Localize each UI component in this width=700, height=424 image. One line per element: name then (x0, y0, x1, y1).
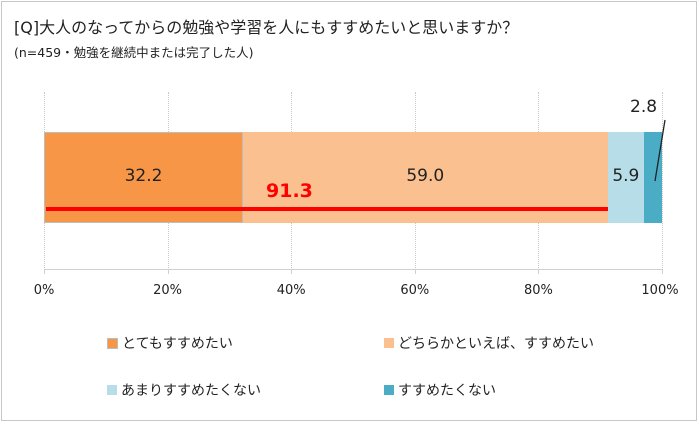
segment-value-label: 5.9 (612, 165, 640, 186)
sum-highlight-line (45, 207, 608, 211)
x-tick-label: 60% (400, 283, 430, 298)
legend-swatch (107, 337, 118, 349)
legend-item-not-really-recommend: あまりすすめたくない (107, 380, 261, 400)
x-tick-label: 40% (276, 283, 306, 298)
legend-label: どちらかといえば、すすめたい (398, 336, 594, 352)
x-tick (291, 270, 293, 274)
callout-value-label: 2.8 (630, 97, 658, 117)
legend-label: すすめたくない (398, 383, 496, 399)
legend-label: とてもすすめたい (122, 336, 233, 352)
chart-subtitle: (n=459・勉強を継続中または完了した人) (14, 45, 254, 60)
legend-label: あまりすすめたくない (121, 383, 261, 399)
legend-item-somewhat-recommend: どちらかといえば、すすめたい (384, 333, 594, 353)
bar-segment-not-really-recommend: 5.9 (607, 132, 645, 223)
chart-title: [Q]大人のなってからの勉強や学習を人にもすすめたいと思いますか？ (14, 18, 519, 37)
x-tick (538, 270, 540, 274)
stacked-bar: 32.2 59.0 5.9 91.3 (44, 132, 662, 223)
callout-leader-line (654, 119, 666, 182)
x-tick (167, 270, 169, 274)
legend-swatch (107, 385, 117, 395)
segment-value-label: 59.0 (406, 165, 445, 186)
legend-item-very-recommend: とてもすすめたい (107, 333, 233, 353)
x-axis-line (44, 269, 662, 270)
x-tick-label: 20% (153, 283, 183, 298)
x-tick (662, 270, 663, 274)
x-tick-label: 100% (641, 283, 679, 298)
sum-total-label: 91.3 (266, 180, 313, 202)
gridline-100 (662, 92, 663, 270)
legend-swatch (384, 338, 394, 348)
segment-value-label: 32.2 (124, 165, 163, 186)
bar-segment-not-recommend (644, 132, 662, 223)
x-tick (414, 270, 416, 274)
x-tick-label: 80% (523, 283, 553, 298)
plot-area: 32.2 59.0 5.9 91.3 2.8 (44, 92, 666, 274)
legend-item-not-recommend: すすめたくない (384, 380, 496, 400)
x-axis-labels: 0% 20% 40% 60% 80% 100% (0, 283, 700, 303)
x-tick (44, 270, 45, 274)
x-tick-label: 0% (33, 283, 55, 298)
legend-swatch (384, 385, 394, 395)
